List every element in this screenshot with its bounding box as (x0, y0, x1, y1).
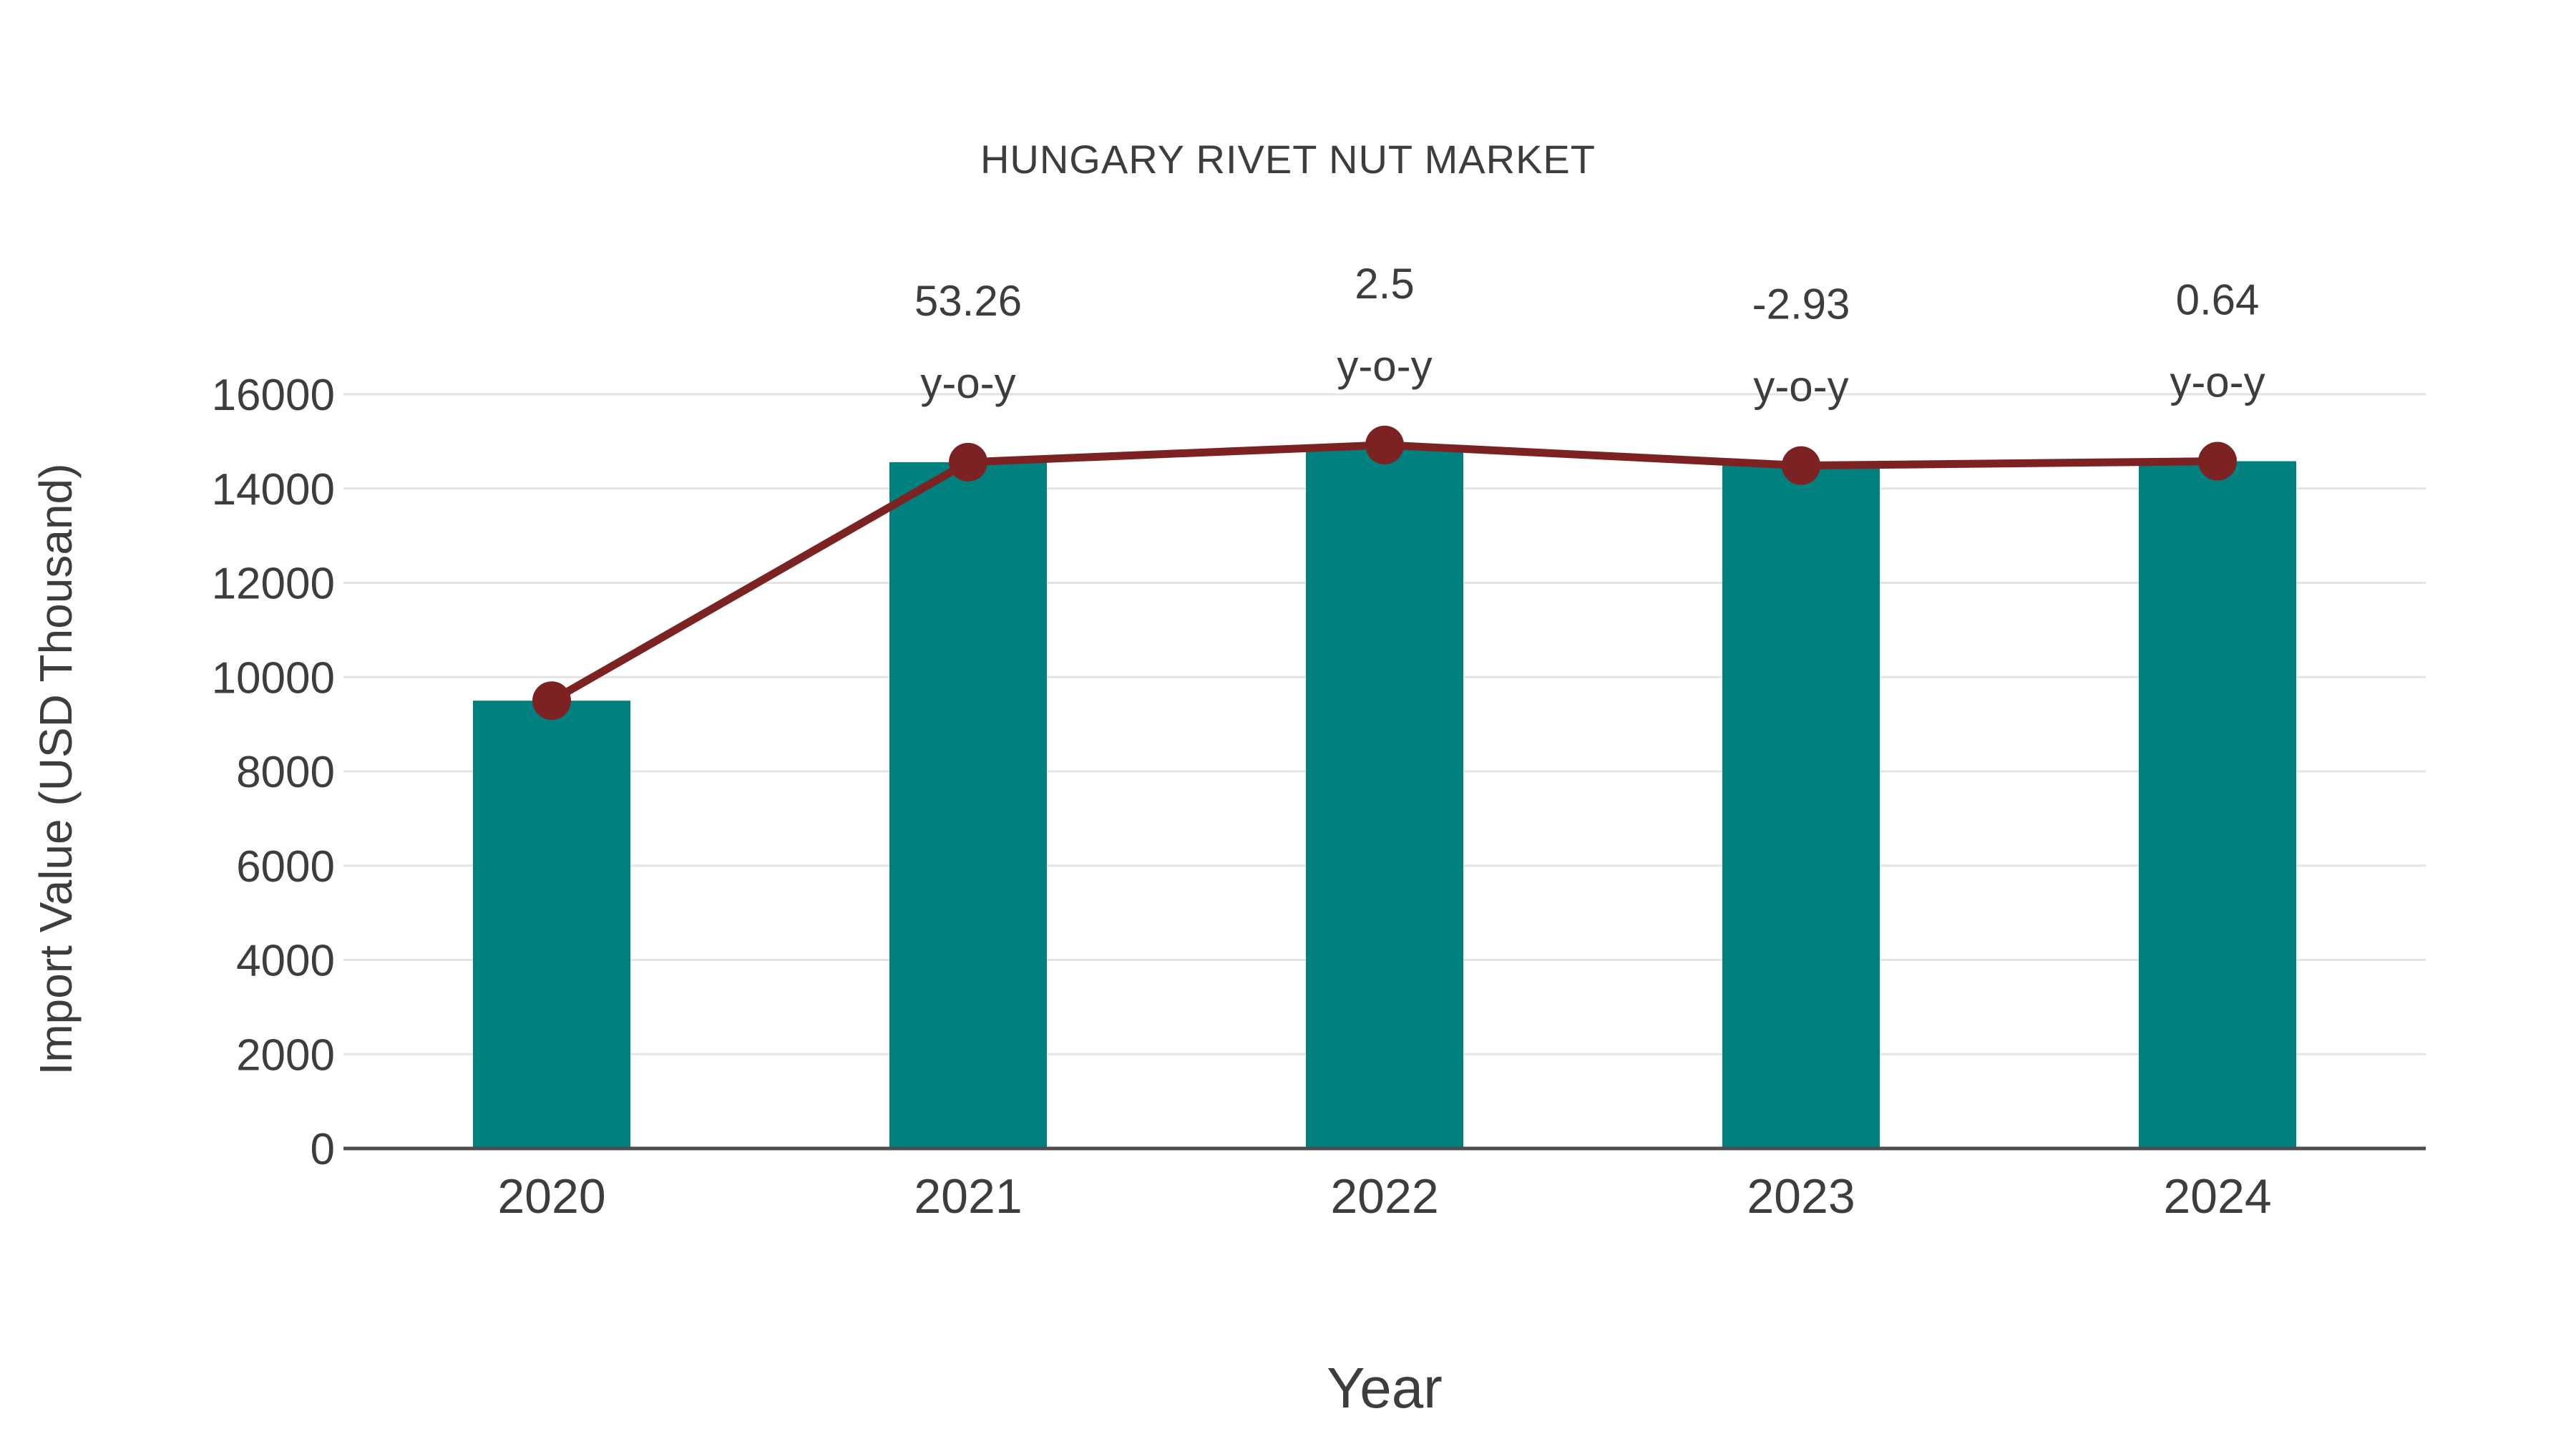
y-tick-label: 14000 (212, 465, 335, 514)
bar-2024 (2139, 461, 2296, 1148)
data-point-2024 (2198, 441, 2237, 481)
annotation-suffix-2024: y-o-y (2170, 358, 2265, 406)
bar-2021 (889, 462, 1047, 1148)
chart-title: HUNGARY RIVET NUT MARKET (980, 137, 1596, 182)
data-point-2021 (949, 442, 987, 482)
annotation-value-2024: 0.64 (2176, 276, 2260, 324)
y-tick-label: 0 (311, 1125, 335, 1174)
y-tick-label: 6000 (236, 842, 335, 892)
y-tick-labels: 0 2000 4000 6000 8000 10000 12000 14000 16000 (212, 371, 335, 1174)
bar-2022 (1306, 444, 1463, 1148)
x-tick-label-2021: 2021 (914, 1169, 1022, 1224)
x-tick-labels: 2020 2021 2022 2023 2024 (497, 1169, 2271, 1224)
x-tick-label-2020: 2020 (497, 1169, 605, 1224)
bar-series (473, 444, 2296, 1148)
y-tick-label: 16000 (212, 371, 335, 420)
data-point-2022 (1365, 425, 1404, 464)
bar-2020 (473, 701, 630, 1148)
annotation-value-2021: 53.26 (914, 277, 1022, 325)
annotation-suffix-2023: y-o-y (1753, 363, 1848, 411)
y-tick-label: 2000 (236, 1030, 335, 1080)
x-tick-label-2022: 2022 (1330, 1169, 1438, 1224)
annotation-suffix-2021: y-o-y (920, 359, 1015, 407)
annotation-value-2023: -2.93 (1752, 280, 1850, 328)
annotation-suffix-2022: y-o-y (1337, 342, 1432, 390)
line-series (532, 425, 2237, 721)
x-tick-label-2023: 2023 (1747, 1169, 1855, 1224)
x-tick-label-2024: 2024 (2163, 1169, 2271, 1224)
x-axis-title: Year (1327, 1356, 1443, 1420)
y-tick-label: 10000 (212, 653, 335, 703)
bar-2023 (1722, 465, 1880, 1148)
data-point-2023 (1782, 446, 1820, 485)
data-point-2020 (532, 681, 571, 721)
annotations: 53.26 y-o-y 2.5 y-o-y -2.93 y-o-y 0.64 y-o-y (914, 260, 2265, 411)
y-tick-label: 12000 (212, 560, 335, 609)
annotation-value-2022: 2.5 (1355, 260, 1414, 308)
y-tick-label: 4000 (236, 937, 335, 986)
y-tick-label: 8000 (236, 748, 335, 797)
